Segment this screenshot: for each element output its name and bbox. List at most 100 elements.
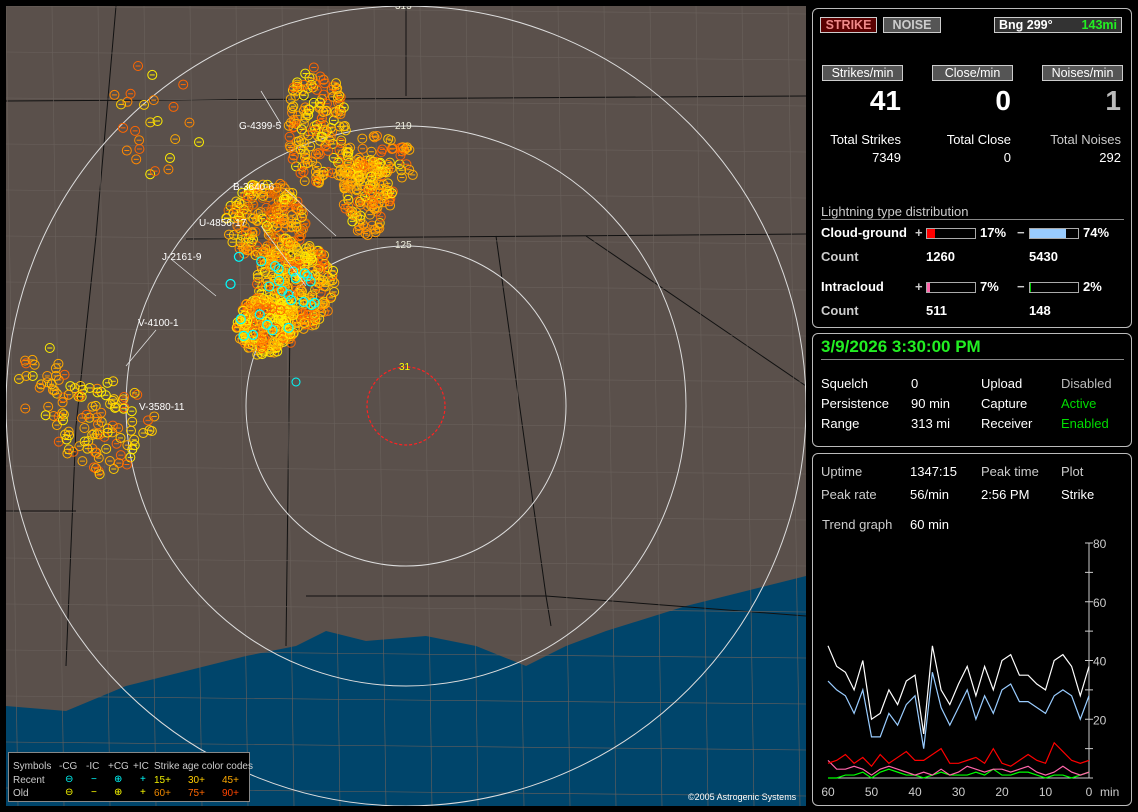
noise-button[interactable]: NOISE [883, 17, 941, 33]
strike-marker [170, 134, 181, 145]
storm-label[interactable]: V-3580-11 [139, 402, 185, 413]
strike-marker [310, 149, 321, 160]
strike-marker [121, 145, 132, 156]
status-range-label2: Receiver [981, 416, 1033, 431]
strike-marker [261, 220, 272, 231]
strike-marker [366, 186, 377, 197]
strike-marker [375, 211, 386, 222]
x-tick-label: 10 [1039, 785, 1053, 799]
strikes-per-min-button[interactable]: Strikes/min [822, 65, 903, 81]
strike-marker [298, 90, 309, 101]
strike-marker [402, 142, 413, 153]
strike-marker [102, 423, 113, 434]
strike-marker [130, 125, 141, 136]
strike-button[interactable]: STRIKE [820, 17, 877, 33]
legend-pos-ic: +IC [133, 761, 149, 772]
strike-marker [288, 82, 299, 93]
strike-marker [299, 152, 310, 163]
county-line [6, 235, 806, 245]
county-line [511, 6, 525, 806]
county-line [6, 327, 806, 337]
strike-marker [306, 79, 317, 90]
strike-marker [21, 358, 32, 369]
strike-marker [304, 104, 315, 115]
strike-marker [245, 342, 256, 353]
storm-label[interactable]: J-2161-9 [162, 252, 202, 263]
ic-count-label: Count [821, 303, 859, 318]
strike-marker [404, 144, 415, 155]
strike-marker [284, 131, 295, 142]
noises-per-min-button[interactable]: Noises/min [1042, 65, 1123, 81]
strike-marker [89, 428, 100, 439]
close-per-min-value: 0 [995, 85, 1011, 116]
strike-marker [247, 212, 258, 223]
trend-panel: Uptime 1347:15 Peak time Plot Peak rate … [812, 453, 1132, 806]
counts-panel: STRIKE NOISE Bng 299° 143mi Strikes/min … [812, 8, 1132, 328]
peak-rate-label: Peak rate [821, 487, 877, 502]
strike-marker [96, 407, 107, 418]
strike-marker [252, 216, 263, 227]
cg-neg-sign: − [1017, 225, 1025, 240]
strike-marker [319, 78, 330, 89]
ic-pos-sign: + [915, 279, 923, 294]
status-squelch-value: 0 [911, 376, 919, 391]
strike-marker [292, 81, 303, 92]
strike-map[interactable]: 31 125 219 313 G-4399-5 B-3640-6 U-4856-… [6, 6, 806, 806]
strike-marker [108, 463, 119, 474]
strike-marker [283, 304, 294, 315]
recent-strike-marker [269, 260, 281, 272]
total-noises-label: Total Noises [1050, 132, 1121, 147]
county-line [6, 465, 806, 475]
strike-marker [115, 450, 126, 461]
datetime: 3/9/2026 3:30:00 PM [821, 337, 981, 356]
strike-marker [113, 423, 124, 434]
storm-label[interactable]: V-4100-1 [138, 318, 179, 329]
close-per-min-button[interactable]: Close/min [932, 65, 1013, 81]
strike-marker [300, 251, 311, 262]
recent-strike-marker [247, 329, 259, 340]
county-line [6, 281, 806, 291]
storm-label[interactable]: U-4856-17 [199, 218, 247, 229]
strike-marker [53, 436, 64, 447]
status-persistence-value2: Active [1061, 396, 1097, 411]
strike-marker [312, 130, 323, 141]
trend-label: Trend graph [822, 517, 893, 532]
age-30: 30+ [188, 775, 205, 786]
strike-marker [63, 444, 74, 455]
cg-neg-count: 5430 [1029, 249, 1058, 264]
strike-marker [340, 125, 351, 136]
strike-marker [365, 179, 376, 190]
strike-marker [252, 272, 263, 283]
strike-marker [354, 224, 365, 235]
strike-marker [358, 160, 369, 171]
strike-marker [291, 257, 302, 268]
strike-marker [353, 172, 364, 183]
strike-marker [334, 90, 345, 101]
strike-marker [316, 249, 327, 260]
status-persistence-label: Persistence [821, 396, 889, 411]
y-tick-label: 40 [1093, 655, 1107, 669]
strike-marker [291, 221, 302, 232]
storm-label[interactable]: B-3640-6 [233, 182, 275, 193]
strike-marker [343, 194, 354, 205]
strike-marker [338, 102, 349, 113]
ring-label-313: 313 [395, 6, 412, 12]
strike-marker [375, 157, 386, 168]
range-ring [245, 245, 567, 567]
strike-marker [285, 117, 296, 128]
strike-marker [42, 377, 53, 388]
strike-marker [268, 337, 279, 348]
neg-ic-recent-icon: − [91, 774, 97, 785]
strike-marker [328, 81, 339, 92]
strike-marker [243, 233, 254, 244]
strike-marker [266, 204, 277, 215]
strike-marker [84, 412, 95, 423]
strike-marker [277, 335, 288, 346]
strike-marker [385, 135, 396, 146]
plot-value[interactable]: Strike [1061, 487, 1095, 502]
pos-cg-old-icon: ⊕ [114, 787, 123, 798]
strike-marker [138, 428, 149, 439]
ring-label-31: 31 [399, 362, 411, 373]
ic-pos-count: 511 [926, 303, 947, 318]
storm-label[interactable]: G-4399-5 [239, 121, 282, 132]
